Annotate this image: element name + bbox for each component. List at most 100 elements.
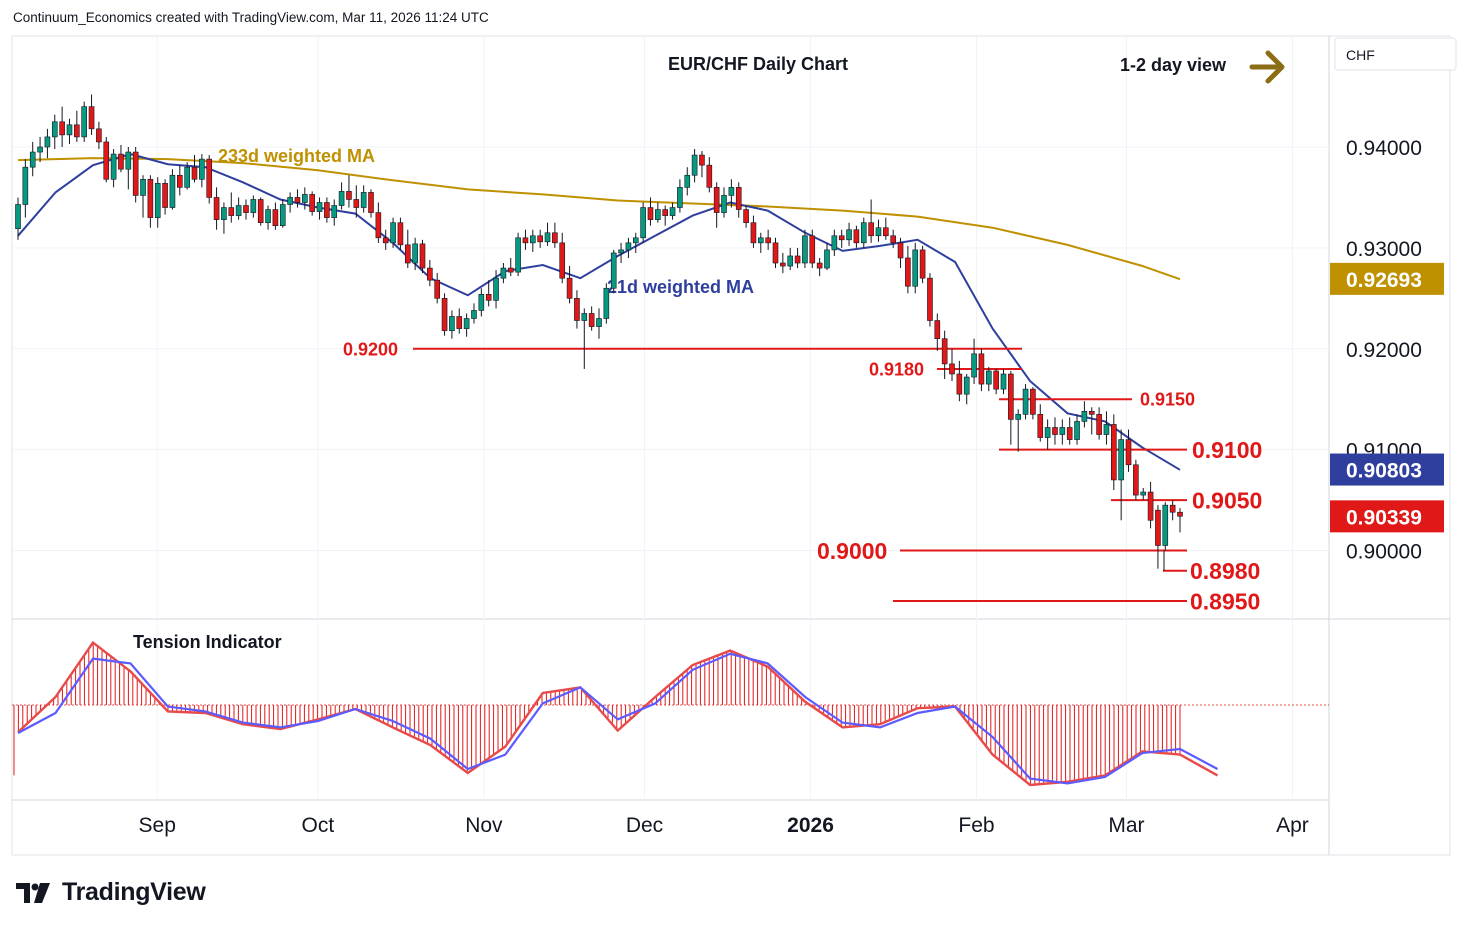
candle-2026-02-03[interactable]	[949, 363, 955, 375]
candle-2026-02-02[interactable]	[941, 338, 948, 365]
candle-2025-08-28[interactable]	[132, 151, 139, 196]
candle-2026-02-12[interactable]	[1000, 373, 1007, 390]
candle-2025-11-11[interactable]	[522, 237, 529, 244]
candle-2025-12-29[interactable]	[765, 237, 771, 244]
candle-2025-11-10[interactable]	[515, 237, 521, 273]
candle-2026-03-05[interactable]	[1111, 424, 1117, 481]
candle-2025-10-24[interactable]	[434, 279, 441, 299]
candle-2026-02-13[interactable]	[1008, 373, 1014, 420]
candle-2025-09-11[interactable]	[206, 158, 213, 198]
candle-2025-09-15[interactable]	[221, 207, 227, 220]
candle-2026-03-12[interactable]	[1147, 491, 1154, 521]
candle-2025-12-19[interactable]	[728, 187, 735, 196]
candle-2026-02-27[interactable]	[1081, 411, 1088, 422]
candle-2025-11-12[interactable]	[530, 235, 536, 244]
candle-2026-01-08[interactable]	[816, 262, 823, 269]
candle-2026-03-10[interactable]	[1133, 464, 1139, 496]
candle-2025-11-19[interactable]	[566, 277, 573, 299]
candle-2026-03-18[interactable]	[1177, 511, 1183, 517]
candle-2026-01-16[interactable]	[860, 222, 867, 244]
candle-2026-01-21[interactable]	[883, 227, 889, 237]
candle-2025-09-29[interactable]	[294, 197, 301, 203]
candle-2026-03-11[interactable]	[1140, 491, 1147, 496]
candle-2025-10-02[interactable]	[316, 202, 323, 212]
candle-2026-01-29[interactable]	[927, 277, 933, 321]
candle-2025-10-15[interactable]	[382, 237, 389, 244]
candle-2025-10-27[interactable]	[441, 298, 448, 331]
candle-2026-02-26[interactable]	[1074, 421, 1080, 440]
candle-2026-02-18[interactable]	[1030, 388, 1036, 415]
tradingview-logo[interactable]: TradingView	[16, 878, 206, 907]
candle-2025-12-08[interactable]	[662, 209, 668, 216]
candle-2026-01-20[interactable]	[875, 227, 882, 237]
candle-2025-08-20[interactable]	[88, 106, 95, 130]
candle-2025-09-16[interactable]	[228, 207, 235, 216]
candle-2025-10-30[interactable]	[463, 318, 470, 329]
candle-2025-09-26[interactable]	[287, 197, 293, 205]
candle-2025-10-03[interactable]	[324, 202, 330, 218]
candle-2025-09-30[interactable]	[302, 194, 308, 203]
candle-2025-11-21[interactable]	[581, 313, 588, 321]
candle-2026-03-17[interactable]	[1169, 504, 1176, 513]
candle-2025-12-18[interactable]	[721, 195, 727, 213]
candlesticks[interactable]	[15, 94, 1183, 569]
candle-2025-10-07[interactable]	[338, 191, 345, 206]
candle-2025-08-22[interactable]	[103, 141, 110, 180]
candle-2026-01-28[interactable]	[919, 249, 926, 279]
candle-2026-02-17[interactable]	[1022, 388, 1029, 415]
candle-2025-12-17[interactable]	[713, 187, 720, 213]
candle-2026-02-23[interactable]	[1052, 427, 1058, 435]
candle-2025-08-19[interactable]	[81, 106, 87, 138]
candle-2025-09-05[interactable]	[176, 174, 183, 188]
candle-2025-12-23[interactable]	[743, 209, 749, 223]
candle-2025-12-26[interactable]	[757, 237, 764, 244]
candle-2025-08-26[interactable]	[118, 153, 124, 170]
candle-2026-01-19[interactable]	[868, 222, 874, 237]
candle-2026-02-11[interactable]	[993, 370, 999, 390]
candle-2025-10-14[interactable]	[375, 212, 382, 239]
candle-2025-09-18[interactable]	[243, 205, 249, 213]
candle-2026-01-23[interactable]	[897, 242, 904, 259]
candle-2026-02-25[interactable]	[1066, 427, 1073, 440]
candle-2025-09-22[interactable]	[257, 199, 264, 223]
candle-2025-08-21[interactable]	[96, 128, 102, 143]
candle-2026-01-09[interactable]	[824, 249, 830, 269]
candle-2026-03-02[interactable]	[1088, 411, 1095, 415]
candle-2025-12-22[interactable]	[735, 187, 742, 210]
candle-2025-12-04[interactable]	[647, 207, 654, 220]
candle-2025-10-23[interactable]	[427, 267, 433, 281]
candle-2025-11-26[interactable]	[603, 287, 610, 319]
candle-2025-11-27[interactable]	[610, 252, 617, 289]
candle-2025-11-05[interactable]	[493, 277, 499, 301]
candle-2025-12-05[interactable]	[655, 209, 661, 220]
candle-2026-01-05[interactable]	[794, 255, 801, 264]
candle-2025-11-06[interactable]	[500, 267, 507, 279]
candle-2025-12-16[interactable]	[706, 164, 713, 188]
candle-2026-01-26[interactable]	[905, 257, 911, 287]
candle-2026-02-05[interactable]	[963, 376, 970, 395]
candle-2026-03-03[interactable]	[1096, 414, 1102, 435]
candle-2026-03-09[interactable]	[1125, 439, 1132, 466]
candle-2026-02-24[interactable]	[1059, 427, 1066, 435]
candle-2025-08-27[interactable]	[125, 151, 132, 170]
candle-2025-09-04[interactable]	[169, 174, 176, 208]
candle-2025-11-24[interactable]	[588, 313, 595, 327]
candle-2025-09-03[interactable]	[162, 183, 168, 208]
candle-2025-08-13[interactable]	[51, 121, 58, 138]
candle-2025-11-14[interactable]	[544, 232, 551, 243]
candle-2026-03-16[interactable]	[1162, 504, 1169, 546]
candle-2025-12-02[interactable]	[632, 237, 639, 244]
candle-2026-02-20[interactable]	[1044, 427, 1051, 438]
candle-2025-08-14[interactable]	[59, 121, 65, 136]
candle-2026-01-14[interactable]	[846, 229, 852, 241]
candle-2025-10-31[interactable]	[471, 310, 477, 319]
candle-2025-09-24[interactable]	[272, 209, 279, 226]
candle-2025-09-12[interactable]	[213, 197, 220, 220]
candle-2025-09-23[interactable]	[265, 209, 271, 223]
candle-2025-11-17[interactable]	[552, 232, 558, 244]
candle-2026-01-12[interactable]	[831, 235, 838, 251]
candle-2025-10-08[interactable]	[346, 191, 352, 200]
candle-2026-01-02[interactable]	[787, 255, 794, 267]
candle-2025-10-13[interactable]	[368, 192, 374, 213]
candle-2025-09-01[interactable]	[147, 178, 154, 218]
